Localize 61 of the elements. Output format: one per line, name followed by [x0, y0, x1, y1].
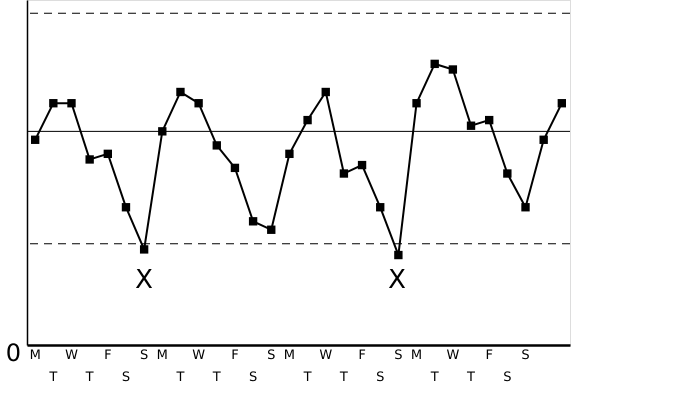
x-tick-label: M: [30, 348, 41, 363]
x-tick-label: W: [192, 348, 206, 363]
point: [322, 88, 330, 96]
point: [248, 217, 258, 226]
annotation: X: [388, 265, 406, 295]
point: [539, 136, 548, 144]
point: [212, 141, 221, 150]
point: [176, 88, 185, 96]
annotation: X: [135, 265, 153, 295]
point: [430, 60, 439, 68]
point: [230, 164, 240, 172]
x-tick-label: S: [122, 370, 130, 385]
x-tick-label: M: [410, 348, 422, 363]
point: [122, 203, 130, 212]
x-tick-label: S: [248, 370, 258, 385]
x-tick-label: T: [430, 370, 439, 385]
x-tick-label: T: [466, 370, 476, 385]
point: [376, 203, 384, 212]
x-tick-label: T: [175, 370, 184, 385]
x-tick-label: T: [338, 370, 348, 385]
x-tick-label: S: [394, 348, 403, 363]
x-tick-label: S: [376, 370, 384, 385]
point: [49, 99, 58, 108]
x-tick-label: W: [65, 348, 78, 363]
point: [104, 150, 112, 158]
x-tick-label: M: [284, 348, 296, 363]
point: [158, 127, 166, 136]
point: [285, 150, 294, 158]
x-tick-label: T: [48, 370, 58, 385]
point: [521, 203, 530, 212]
x-tick-label: W: [446, 348, 460, 363]
point: [30, 136, 40, 144]
text: 0: [6, 339, 21, 367]
x-tick-label: S: [521, 348, 530, 363]
x-tick-label: T: [302, 370, 312, 385]
x-tick-label: T: [84, 370, 94, 385]
point: [85, 155, 94, 164]
x-tick-label: S: [503, 370, 512, 385]
point: [485, 116, 494, 124]
x-tick-label: S: [267, 348, 276, 363]
x-tick-label: F: [231, 348, 239, 363]
point: [303, 116, 312, 124]
point: [448, 65, 458, 74]
point: [140, 245, 148, 254]
point: [358, 160, 366, 170]
x-tick-label: F: [104, 348, 112, 363]
point: [466, 122, 476, 130]
x-tick-label: W: [319, 348, 332, 363]
point: [558, 99, 566, 108]
point: [340, 169, 348, 178]
x-tick-label: M: [156, 348, 168, 363]
point: [267, 226, 276, 234]
x-tick-label: S: [140, 348, 148, 363]
point: [67, 99, 76, 108]
x-tick-label: T: [212, 370, 221, 385]
x-tick-label: F: [358, 348, 366, 363]
x-tick-label: F: [485, 348, 493, 363]
point: [394, 250, 403, 260]
point: [412, 99, 421, 108]
point: [503, 169, 512, 178]
point: [194, 99, 203, 108]
